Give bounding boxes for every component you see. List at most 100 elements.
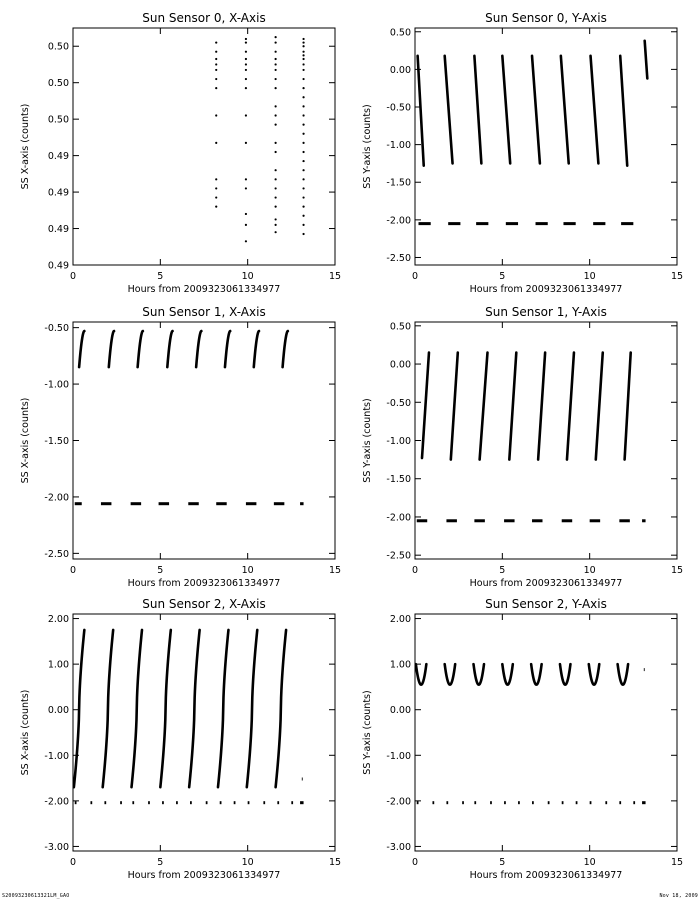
y-tick-label: -2.00 bbox=[44, 796, 69, 807]
data-segment-curve bbox=[587, 662, 601, 686]
plot-frame bbox=[414, 27, 678, 266]
data-point bbox=[244, 57, 248, 61]
y-axis-label: SS X-axis (counts) bbox=[20, 690, 31, 776]
x-tick-label: 10 bbox=[584, 857, 596, 868]
y-tick-label: 1.00 bbox=[390, 660, 411, 671]
y-tick-label: -1.00 bbox=[386, 140, 411, 151]
x-tick-label: 15 bbox=[329, 271, 341, 282]
y-tick-label: 0.00 bbox=[390, 705, 411, 716]
data-point bbox=[274, 77, 277, 81]
chart-panel: Sun Sensor 1, Y-Axis Hours from 200932306… bbox=[362, 305, 683, 589]
x-tick-label: 10 bbox=[242, 857, 254, 868]
data-segment-curve bbox=[414, 662, 428, 686]
data-point bbox=[274, 105, 277, 108]
data-point bbox=[215, 68, 218, 72]
y-tick-label: 0.50 bbox=[48, 42, 69, 53]
x-tick-label: 0 bbox=[412, 565, 418, 576]
chart-panel: Sun Sensor 0, X-Axis Hours from 200932306… bbox=[20, 11, 341, 295]
data-segment-curve bbox=[643, 39, 649, 80]
y-tick-label: -1.00 bbox=[44, 380, 69, 391]
x-tick-label: 0 bbox=[70, 857, 76, 868]
data-point bbox=[302, 232, 305, 236]
data-segment-curve bbox=[216, 628, 230, 789]
y-tick-label: -2.50 bbox=[44, 549, 69, 560]
chart-panel: Sun Sensor 0, Y-Axis Hours from 200932306… bbox=[362, 11, 683, 295]
data-point bbox=[302, 37, 305, 41]
y-tick-label: 0.00 bbox=[390, 360, 411, 371]
chart-panel: Sun Sensor 2, Y-Axis Hours from 200932306… bbox=[362, 597, 683, 881]
data-segment-curve bbox=[274, 628, 288, 789]
data-segment-curve bbox=[194, 329, 203, 369]
data-point bbox=[244, 178, 248, 181]
data-segment-curve bbox=[443, 662, 457, 686]
chart-title: Sun Sensor 0, Y-Axis bbox=[485, 11, 607, 25]
y-tick-label: 0.50 bbox=[390, 27, 411, 38]
data-point bbox=[302, 96, 305, 99]
y-axis-label: SS X-axis (counts) bbox=[20, 104, 31, 190]
y-tick-label: -1.50 bbox=[44, 436, 69, 447]
data-point bbox=[302, 169, 305, 172]
x-tick-label: 10 bbox=[584, 271, 596, 282]
x-tick-label: 5 bbox=[157, 565, 163, 576]
data-segment-curve bbox=[420, 351, 431, 460]
footer-file-label: S20093230613321LM_GAO bbox=[2, 893, 70, 899]
data-point bbox=[215, 50, 218, 53]
data-segment-curve bbox=[107, 329, 116, 369]
data-point bbox=[302, 63, 305, 66]
data-point bbox=[215, 205, 218, 208]
data-segment-curve bbox=[616, 662, 630, 686]
data-point bbox=[215, 187, 218, 190]
data-point bbox=[274, 57, 277, 61]
data-point bbox=[302, 214, 305, 217]
data-point bbox=[302, 105, 305, 108]
data-point bbox=[274, 196, 277, 199]
data-point bbox=[274, 178, 277, 181]
y-tick-label: -1.50 bbox=[386, 474, 411, 485]
data-segment-curve bbox=[159, 628, 173, 789]
y-tick-label: -0.50 bbox=[44, 323, 69, 334]
data-point bbox=[244, 37, 248, 41]
data-point bbox=[302, 54, 305, 57]
data-point bbox=[302, 68, 305, 72]
y-axis-label: SS Y-axis (counts) bbox=[362, 104, 373, 188]
x-tick-label: 15 bbox=[671, 565, 683, 576]
data-point bbox=[244, 50, 248, 53]
y-tick-label: 0.49 bbox=[48, 224, 69, 235]
x-axis-label: Hours from 2009323061334977 bbox=[470, 870, 623, 881]
plot-frame bbox=[72, 613, 336, 852]
x-tick-label: 15 bbox=[671, 271, 683, 282]
data-point bbox=[215, 114, 218, 117]
data-segment-curve bbox=[187, 628, 201, 789]
y-tick-label: -2.00 bbox=[386, 512, 411, 523]
data-segment-curve bbox=[245, 628, 259, 789]
y-tick-label: 2.00 bbox=[48, 614, 69, 625]
y-tick-label: -2.50 bbox=[386, 253, 411, 264]
data-segment-curve bbox=[536, 351, 547, 461]
data-point bbox=[244, 68, 248, 72]
y-tick-label: -2.00 bbox=[386, 796, 411, 807]
x-tick-label: 10 bbox=[242, 565, 254, 576]
data-point bbox=[302, 41, 305, 44]
chart-title: Sun Sensor 1, X-Axis bbox=[142, 305, 265, 319]
x-tick-label: 5 bbox=[157, 857, 163, 868]
y-tick-label: 2.00 bbox=[390, 614, 411, 625]
data-point bbox=[244, 63, 248, 66]
data-point bbox=[274, 141, 277, 144]
data-point bbox=[302, 178, 305, 181]
data-point bbox=[274, 187, 277, 190]
data-point bbox=[302, 45, 305, 48]
data-segment-curve bbox=[473, 54, 483, 165]
y-axis-label: SS Y-axis (counts) bbox=[362, 398, 373, 482]
data-point bbox=[274, 36, 277, 39]
plot-frame bbox=[72, 27, 336, 266]
data-point bbox=[244, 223, 248, 226]
y-tick-label: 0.49 bbox=[48, 151, 69, 162]
data-segment-curve bbox=[166, 329, 174, 369]
data-point bbox=[274, 231, 277, 234]
y-tick-label: -2.00 bbox=[44, 492, 69, 503]
y-tick-label: 0.00 bbox=[48, 705, 69, 716]
data-point bbox=[215, 63, 218, 66]
data-point bbox=[274, 150, 277, 154]
x-tick-label: 10 bbox=[242, 271, 254, 282]
x-tick-label: 5 bbox=[499, 271, 505, 282]
